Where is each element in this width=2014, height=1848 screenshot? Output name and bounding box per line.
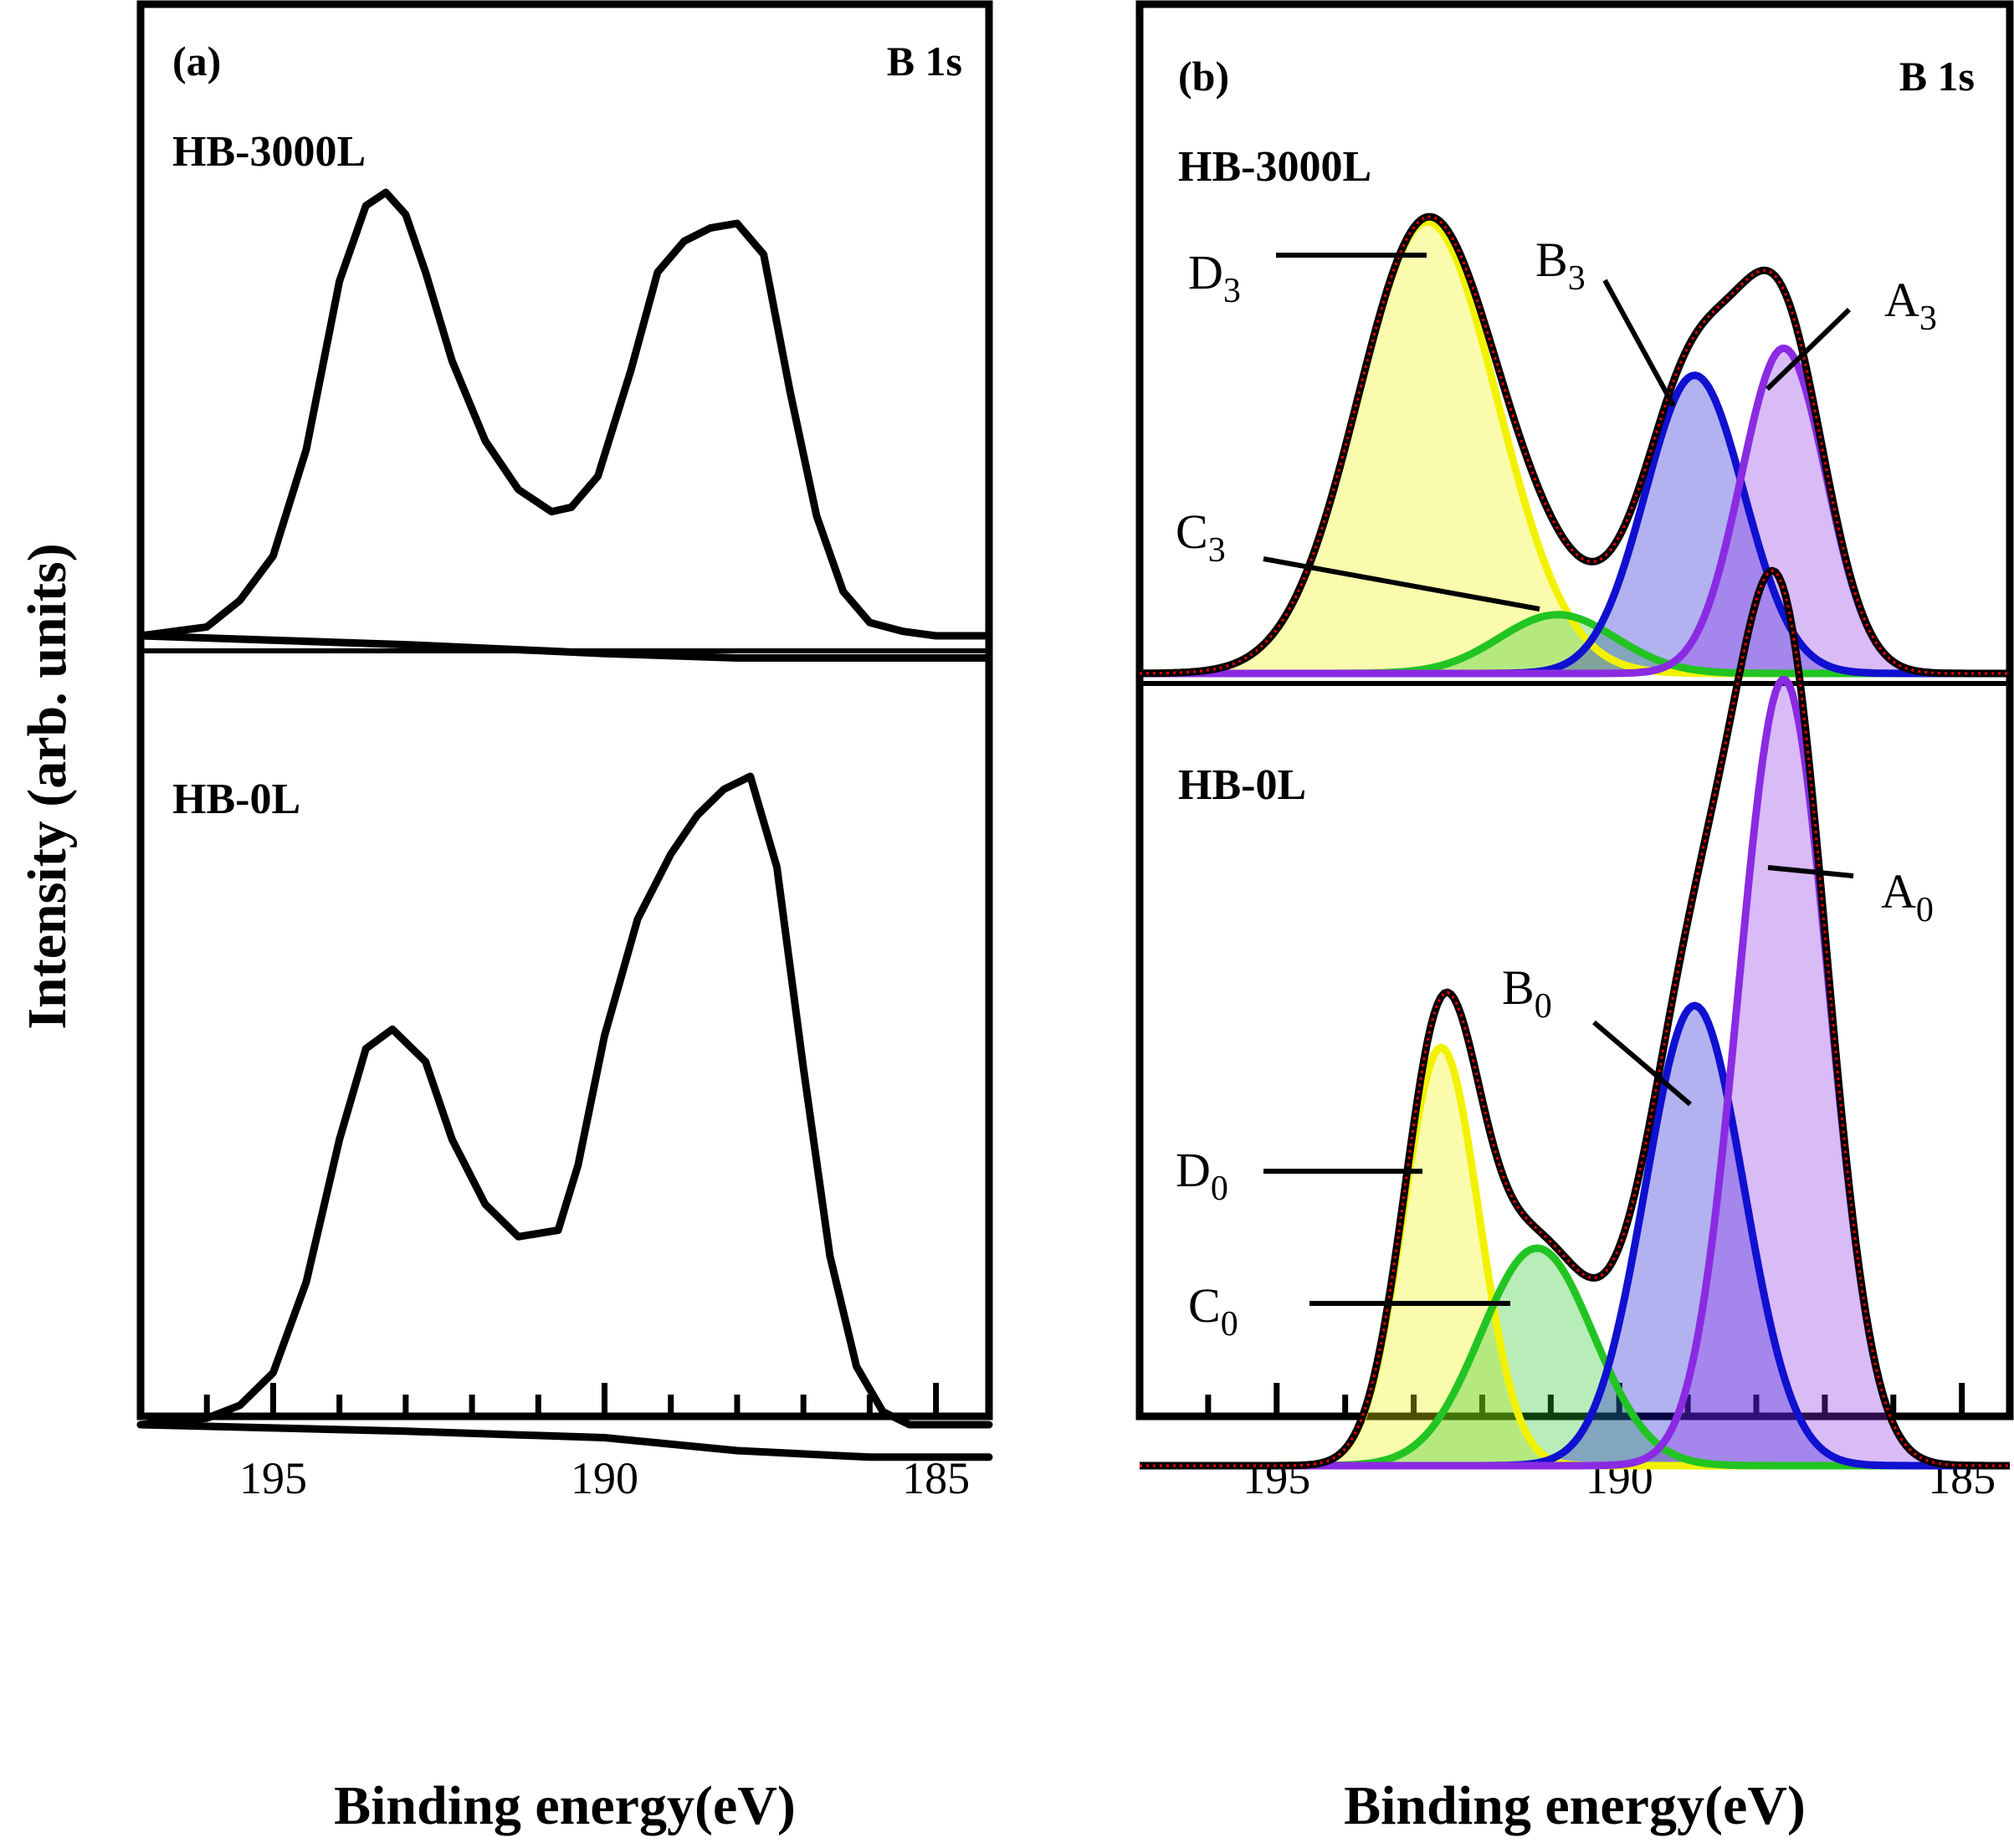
panel-b-peak-labels: D3 C3 B3 A3 D0 C0 B0 A0: [1176, 233, 1937, 1344]
peak-label-B3: B3: [1535, 233, 1586, 298]
panel-b-x-tick-label: 195: [1243, 1453, 1310, 1503]
component-fill-A3: [1140, 348, 2010, 673]
panel-a-series-line: [136, 188, 993, 640]
peak-label-C3: C3: [1176, 504, 1226, 570]
leader-line-A3: [1765, 307, 1852, 392]
panel-b-envelopes: [1139, 212, 2011, 1470]
panel-b-x-ticks: [1136, 1383, 1965, 1416]
component-fill-A0: [1140, 679, 2010, 1466]
leader-line-C3: [1263, 556, 1540, 612]
component-fill-C3: [1140, 614, 2010, 673]
peak-label-A0: A0: [1881, 864, 1934, 929]
panel-a-label: (a): [172, 38, 221, 84]
y-axis-title: Intensity (arb. units): [17, 543, 78, 1029]
panel-a-x-tick-label: 195: [239, 1453, 307, 1503]
peak-label-B0: B0: [1502, 960, 1552, 1026]
panel-a-x-tick-labels: 195 190 185: [239, 1453, 970, 1503]
leader-line-B3: [1602, 279, 1676, 407]
panel-b-leader-lines: [1263, 253, 1854, 1306]
panel-b-component-lines: [1139, 218, 2011, 1470]
panel-a-x-ticks: [137, 1383, 940, 1416]
panel-a-sample-top: HB-3000L: [172, 128, 366, 176]
peak-label-A3: A3: [1884, 273, 1937, 338]
panel-a-frame: [136, 0, 993, 1421]
leader-line-B0: [1592, 1020, 1692, 1107]
panel-b-component-fills: [1140, 222, 2010, 1466]
peak-label-D0: D0: [1176, 1143, 1228, 1208]
panel-b-x-axis-title: Binding energy(eV): [1344, 1775, 1806, 1836]
experimental-curve: [1139, 566, 2011, 1470]
panel-b-label: (b): [1178, 53, 1229, 100]
panel-b-frame: [1135, 0, 2014, 1421]
component-fill-D3: [1140, 222, 2010, 673]
panel-a-series-line: [136, 1421, 993, 1462]
panel-a-x-tick-label: 190: [571, 1453, 638, 1503]
panel-b-sample-top: HB-3000L: [1178, 143, 1371, 191]
panel-a-x-tick-label: 185: [902, 1453, 970, 1503]
panel-a-title: B 1s: [887, 38, 962, 84]
panel-a: 195 190 185 (a) B 1s HB-3000L HB-0L Bindin…: [136, 0, 993, 1836]
panel-a-sample-bottom: HB-0L: [172, 776, 300, 823]
panel-a-curves: [136, 188, 993, 1462]
panel-a-x-axis-title: Binding energy(eV): [334, 1775, 796, 1836]
panel-a-series-line: [136, 632, 993, 662]
fit-envelope-curve: [1140, 215, 2010, 675]
panel-b-title: B 1s: [1899, 53, 1975, 100]
panel-b-sample-bottom: HB-0L: [1178, 761, 1306, 809]
peak-label-C0: C0: [1188, 1278, 1238, 1344]
peak-label-D3: D3: [1188, 245, 1241, 310]
panel-a-series-line: [136, 772, 993, 1429]
component-fill-C0: [1140, 1248, 2010, 1466]
leader-line-A0: [1767, 865, 1854, 878]
